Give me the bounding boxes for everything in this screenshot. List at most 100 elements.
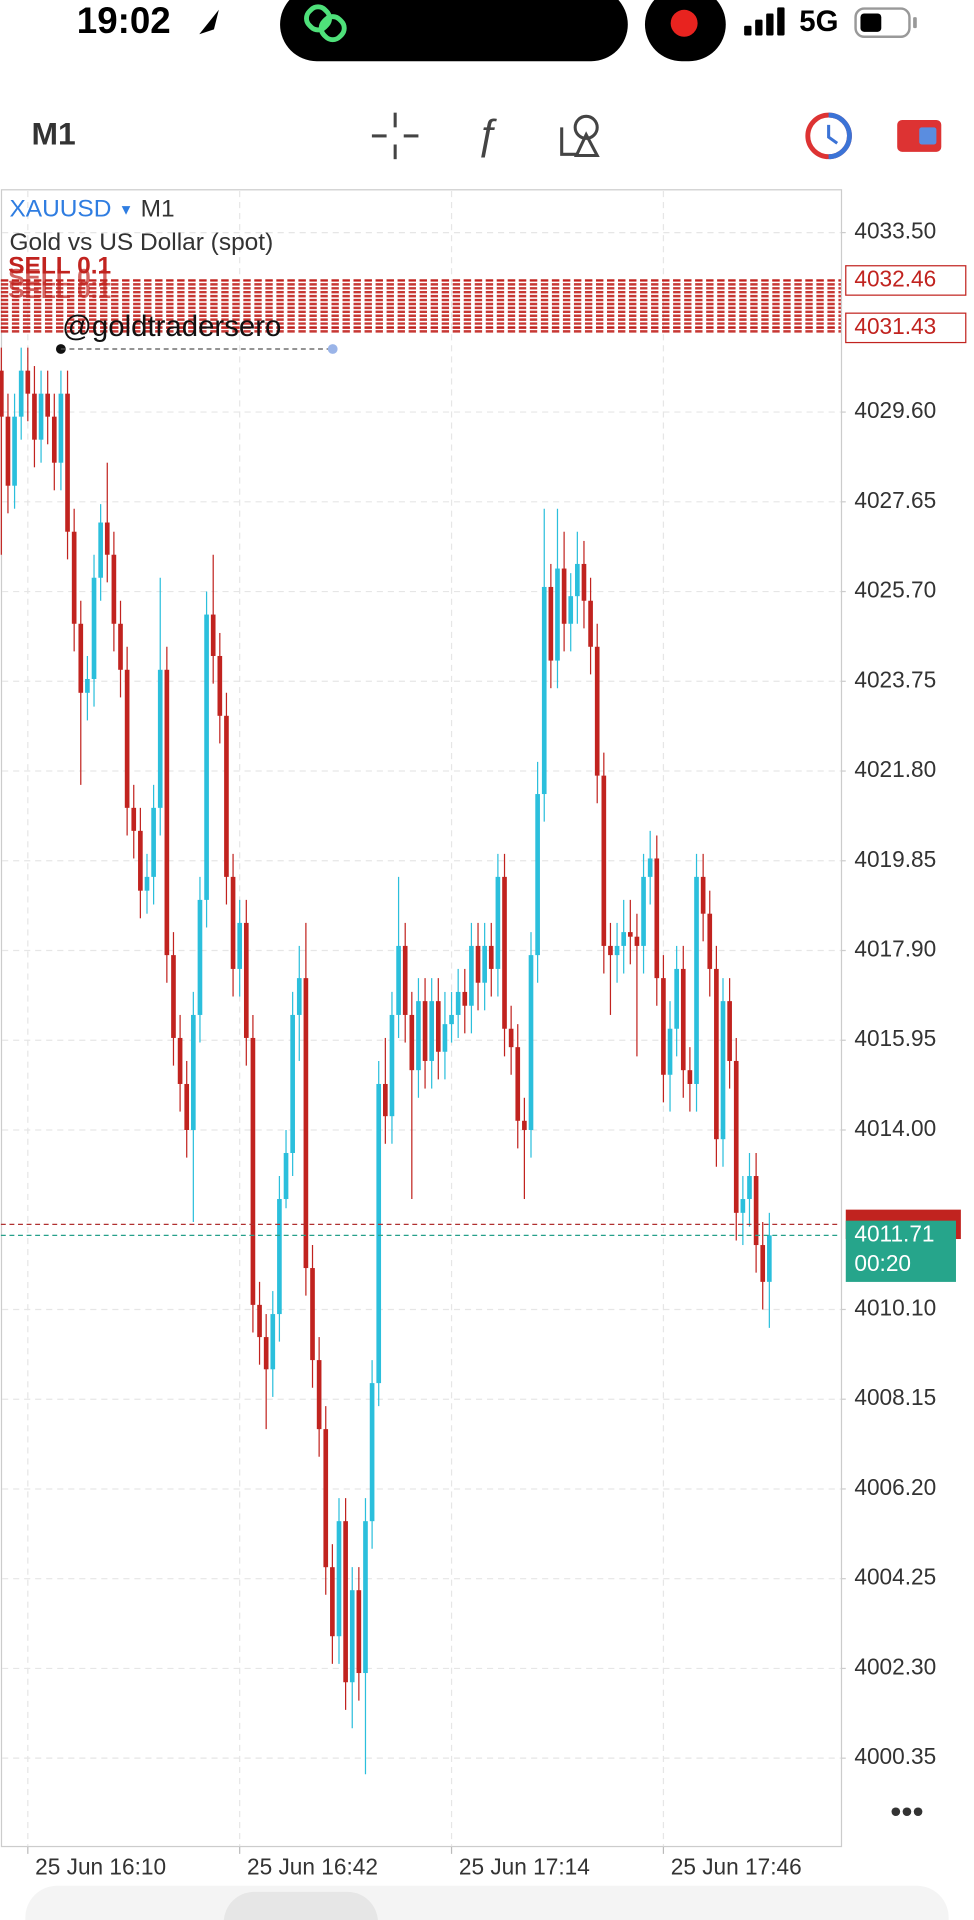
candle-body	[508, 1028, 514, 1048]
order-label: SELL 0.1	[8, 252, 111, 279]
candle-body	[71, 531, 77, 624]
candle-body	[621, 932, 627, 946]
history-button[interactable]	[805, 112, 852, 160]
candle-body	[45, 393, 51, 417]
candle-body	[714, 968, 719, 1140]
candle-body	[482, 945, 487, 983]
candle-body	[217, 655, 223, 716]
candle-body	[627, 932, 633, 937]
candle-body	[303, 978, 309, 1269]
candle-body	[263, 1337, 269, 1370]
annotation: @goldtradersero	[62, 310, 281, 343]
candle-body	[654, 858, 660, 979]
candle-body	[310, 1268, 315, 1361]
more-button[interactable]: •••	[890, 1793, 923, 1829]
crosshair-button[interactable]	[371, 112, 419, 160]
candle-body	[296, 978, 302, 1015]
chart-frame	[0, 189, 843, 1848]
candle-body	[588, 600, 593, 647]
candle-body	[330, 1567, 335, 1637]
candle-body	[191, 1014, 196, 1130]
x-tick-label: 25 Jun 17:46	[671, 1854, 802, 1880]
candle-body	[581, 563, 587, 601]
candle-body	[257, 1304, 262, 1338]
annotation-handle	[327, 344, 338, 354]
candle-body	[250, 1037, 256, 1305]
candle-body	[171, 955, 176, 1038]
candle-body	[157, 669, 163, 808]
y-tick-label: 4027.65	[854, 487, 936, 513]
candle-body	[32, 393, 37, 440]
active-tab[interactable]	[223, 1891, 378, 1920]
candle-body	[767, 1235, 772, 1282]
candle-body	[462, 991, 468, 1006]
y-tick-label: 4008.15	[854, 1384, 936, 1410]
symbol-timeframe: M1	[141, 196, 175, 223]
candle-body	[124, 669, 130, 808]
candle-body	[740, 1199, 746, 1213]
candle-body	[402, 945, 408, 1015]
record-dot	[670, 9, 698, 37]
candle-body	[614, 945, 620, 956]
candle-body	[661, 978, 666, 1075]
candle-body	[65, 393, 70, 532]
candle-body	[118, 623, 123, 670]
candle-body	[720, 1001, 726, 1140]
y-tick-label: 4021.80	[854, 756, 936, 782]
y-tick-label: 4014.00	[854, 1115, 936, 1141]
candle-body	[270, 1314, 276, 1370]
current-price: 4011.71	[854, 1220, 934, 1246]
app-icon	[304, 4, 347, 43]
symbol: XAUUSD ▼ M1	[9, 196, 174, 223]
candle-body	[416, 1001, 421, 1071]
candle-body	[442, 1024, 448, 1052]
candle-body	[237, 922, 243, 969]
candle-body	[210, 614, 216, 656]
y-tick-label: 4002.30	[854, 1653, 936, 1679]
candle-body	[528, 955, 534, 1130]
candle-body	[389, 1014, 395, 1117]
candle-body	[343, 1521, 348, 1683]
y-tick-label: 4006.20	[854, 1474, 936, 1500]
signal-icon	[744, 7, 785, 36]
battery-icon	[854, 7, 917, 38]
candle-body	[707, 913, 713, 969]
y-tick-label: 4029.60	[854, 397, 936, 423]
objects-button[interactable]	[560, 114, 600, 158]
chart: 4033.50 4029.60 4027.65 4025.70 4023.75 4021.…	[0, 191, 967, 1880]
candle-body	[51, 416, 57, 463]
y-tick-label: 4019.85	[854, 846, 936, 872]
candle-body	[435, 1001, 441, 1052]
candle-body	[151, 807, 156, 877]
candle-body	[753, 1176, 759, 1246]
candle-body	[594, 646, 600, 776]
indicators-button[interactable]: ƒ	[475, 110, 498, 157]
candle-body	[541, 586, 547, 795]
countdown: 00:20	[854, 1250, 911, 1276]
y-tick-label: 4023.75	[854, 666, 936, 692]
candle-body	[422, 1001, 428, 1061]
candle-body	[111, 554, 117, 624]
trade-button[interactable]	[897, 120, 942, 152]
candle-body	[316, 1360, 322, 1430]
candle-body	[230, 876, 236, 969]
candle-body	[641, 876, 646, 946]
candle-body	[197, 899, 203, 1015]
candle-body	[733, 1060, 739, 1213]
order-label: SELL 0.1	[8, 265, 111, 292]
candle-body	[336, 1521, 342, 1637]
candle-body	[575, 563, 580, 597]
candle-body	[0, 370, 4, 417]
candle-body	[608, 945, 613, 956]
timeframe-button[interactable]: M1	[31, 115, 75, 151]
candle-body	[601, 775, 607, 946]
candle-body	[38, 393, 44, 440]
candle-body	[561, 568, 567, 624]
bottom-nav	[25, 1885, 949, 1920]
candle-body	[694, 876, 699, 1084]
candle-body	[376, 1083, 382, 1384]
candle-body	[369, 1383, 375, 1522]
y-tick-label: 4025.70	[854, 577, 936, 603]
candle-body	[224, 715, 229, 877]
